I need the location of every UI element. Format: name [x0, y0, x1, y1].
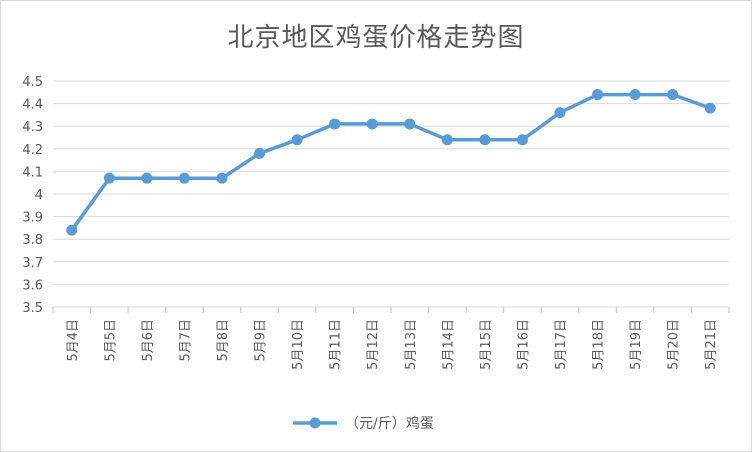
legend-marker	[309, 417, 321, 429]
x-tick-label: 5月14日	[441, 319, 456, 370]
data-point	[704, 102, 716, 114]
x-tick-label: 5月7日	[178, 319, 193, 362]
y-tick-label: 3.8	[22, 233, 43, 248]
y-tick-label: 3.7	[22, 256, 43, 271]
x-tick-label: 5月9日	[254, 319, 269, 362]
x-tick-label: 5月5日	[103, 319, 118, 362]
data-point	[66, 224, 78, 236]
data-point	[254, 147, 266, 159]
x-tick-label: 5月16日	[516, 319, 531, 370]
data-point	[291, 134, 303, 146]
x-tick-label: 5月15日	[479, 319, 494, 370]
data-point	[667, 89, 679, 101]
y-tick-label: 3.5	[22, 301, 43, 316]
data-point	[629, 89, 641, 101]
y-tick-label: 4.1	[22, 165, 43, 180]
y-tick-label: 4.5	[22, 75, 43, 90]
data-point	[404, 118, 416, 130]
data-point	[178, 172, 190, 184]
data-point	[516, 134, 528, 146]
y-tick-label: 4	[35, 188, 43, 203]
data-point	[216, 172, 228, 184]
y-tick-label: 3.9	[22, 211, 43, 226]
y-tick-label: 4.2	[22, 143, 43, 158]
x-tick-label: 5月11日	[329, 319, 344, 370]
x-tick-label: 5月21日	[704, 319, 719, 370]
data-point	[479, 134, 491, 146]
data-point	[366, 118, 378, 130]
chart-title: 北京地区鸡蛋价格走势图	[227, 23, 525, 53]
data-point	[554, 107, 566, 119]
x-tick-label: 5月6日	[141, 319, 156, 362]
y-tick-label: 4.3	[22, 120, 43, 135]
data-point	[141, 172, 153, 184]
x-tick-label: 5月12日	[366, 319, 381, 370]
x-tick-label: 5月8日	[216, 319, 231, 362]
data-point	[441, 134, 453, 146]
data-point	[103, 172, 115, 184]
x-tick-label: 5月18日	[592, 319, 607, 370]
series-line	[70, 92, 712, 232]
x-tick-label: 5月13日	[404, 319, 419, 370]
x-tick-label: 5月19日	[629, 319, 644, 370]
x-tick-label: 5月4日	[66, 319, 81, 362]
x-tick-label: 5月20日	[667, 319, 682, 370]
y-tick-label: 3.6	[22, 278, 43, 293]
x-tick-label: 5月17日	[554, 319, 569, 370]
data-point	[592, 89, 604, 101]
data-point	[329, 118, 341, 130]
legend-label: （元/斤）鸡蛋	[345, 415, 434, 432]
x-tick-label: 5月10日	[291, 319, 306, 370]
y-tick-label: 4.4	[22, 98, 43, 113]
